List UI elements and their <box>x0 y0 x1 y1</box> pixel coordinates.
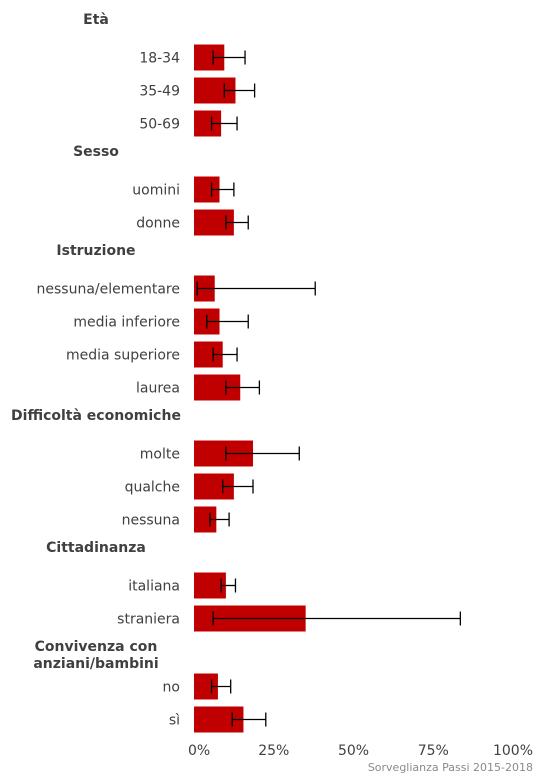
error-bar-1-1 <box>225 215 249 230</box>
error-bar-3-0 <box>225 446 300 461</box>
error-bar-2-3 <box>225 380 261 395</box>
category-label-1-1: donne <box>136 216 180 232</box>
error-bar-5-0 <box>210 679 232 694</box>
category-labels: 18-34 35-49 50-69 uomini donne nessuna/elemen… <box>37 51 181 729</box>
error-bar-4-1 <box>212 611 462 626</box>
error-bar-5-1 <box>231 712 267 727</box>
group-labels: Età Sesso Istruzione Difficoltà economiche C… <box>11 12 181 672</box>
source-label: Sorveglianza Passi 2015-2018 <box>368 761 533 774</box>
category-label-4-1: straniera <box>117 612 180 628</box>
bars <box>194 44 306 733</box>
group-label-1: Sesso <box>73 144 119 160</box>
category-label-2-0: nessuna/elementare <box>37 282 181 298</box>
group-label-2: Istruzione <box>56 243 135 259</box>
category-label-3-1: qualche <box>125 480 180 496</box>
error-bar-3-1 <box>222 479 254 494</box>
error-bar-0-2 <box>210 116 238 131</box>
error-bar-2-1 <box>206 314 249 329</box>
x-axis-ticks: 0% 25% 50% 75% 100% <box>188 743 533 759</box>
category-label-5-1: sì <box>169 713 180 729</box>
bar-3-2 <box>194 506 217 533</box>
group-label-4: Cittadinanza <box>46 540 146 556</box>
group-label-0: Età <box>83 12 109 28</box>
error-bar-1-0 <box>210 182 235 197</box>
category-label-2-3: laurea <box>136 381 180 397</box>
x-tick-label-1: 25% <box>258 743 289 759</box>
category-label-3-0: molte <box>140 447 180 463</box>
group-label-3: Difficoltà economiche <box>11 408 181 424</box>
group-label-5-line-0: Convivenza con <box>35 639 158 655</box>
error-bar-4-0 <box>220 578 237 593</box>
error-bar-2-2 <box>212 347 238 362</box>
x-tick-label-4: 100% <box>493 743 533 759</box>
error-bar-2-0 <box>196 281 316 296</box>
category-label-2-1: media inferiore <box>73 315 180 331</box>
x-tick-label-3: 75% <box>418 743 449 759</box>
group-label-5-line-1: anziani/bambini <box>33 656 158 672</box>
category-label-1-0: uomini <box>132 183 180 199</box>
category-label-0-2: 50-69 <box>139 117 180 133</box>
x-tick-label-0: 0% <box>188 743 210 759</box>
error-bars <box>196 50 462 727</box>
category-label-0-0: 18-34 <box>139 51 180 67</box>
error-bar-0-1 <box>223 83 256 98</box>
category-label-3-2: nessuna <box>122 513 180 529</box>
error-bar-3-2 <box>209 512 230 527</box>
x-tick-label-2: 50% <box>338 743 369 759</box>
category-label-2-2: media superiore <box>66 348 180 364</box>
category-label-5-0: no <box>163 680 180 696</box>
category-label-0-1: 35-49 <box>139 84 180 100</box>
error-bar-0-0 <box>212 50 246 65</box>
category-label-4-0: italiana <box>128 579 180 595</box>
